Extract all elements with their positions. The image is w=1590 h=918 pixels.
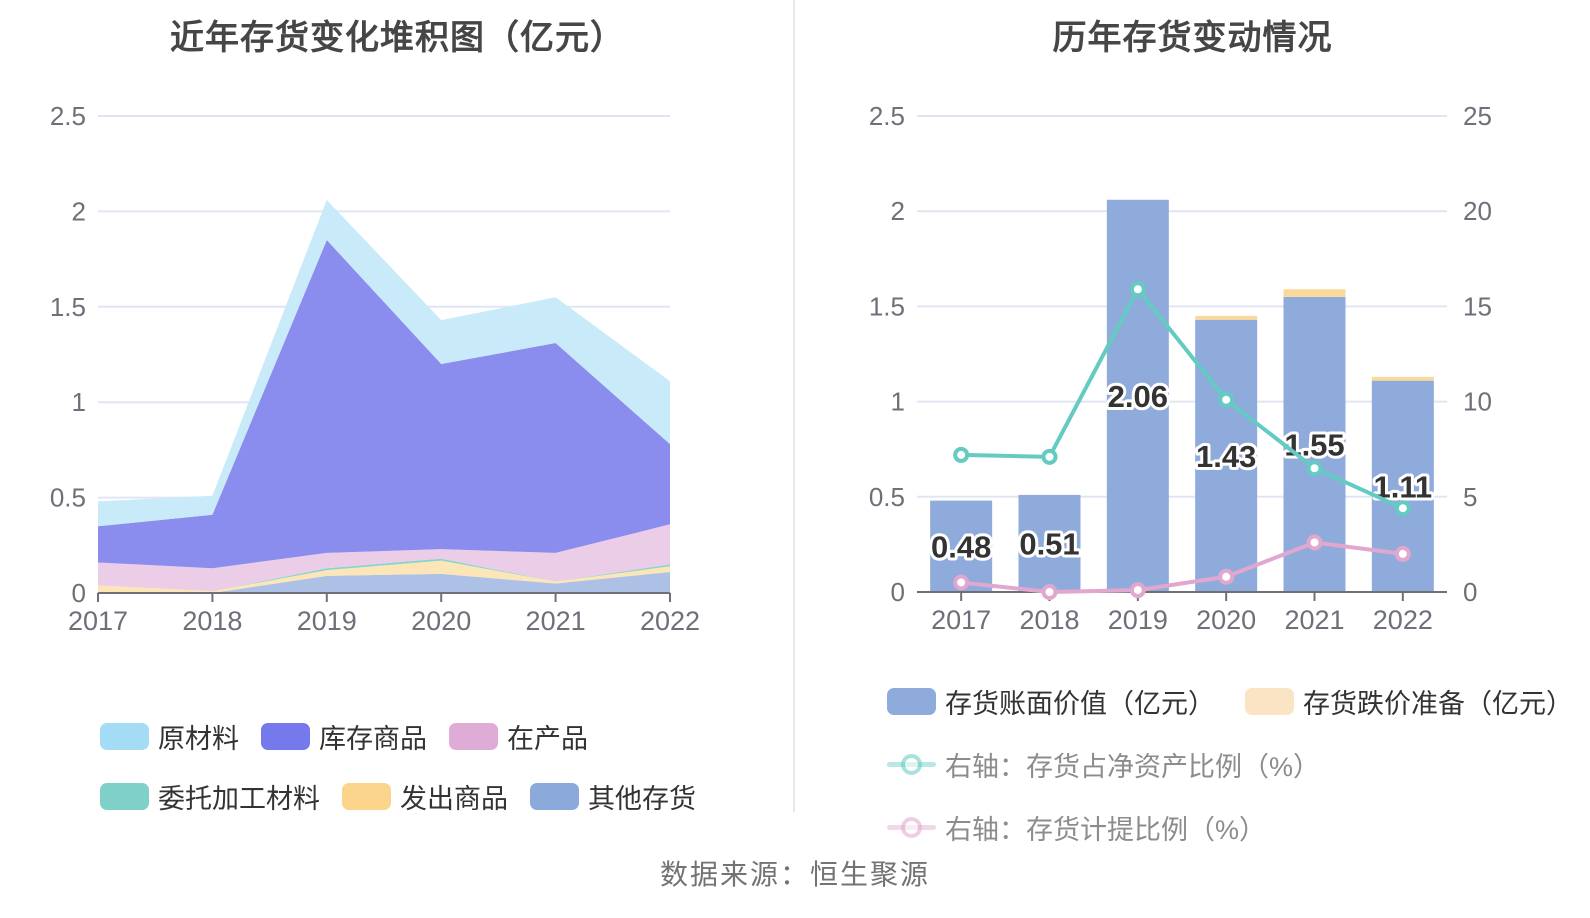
bar-line-chart-panel: 历年存货变动情况 0 0 0.5 5 1 10 1.5 15 2 20 2.5 25 0.48 0.51 2…: [795, 0, 1590, 918]
line-legend-icon: [887, 814, 936, 841]
svg-text:2019: 2019: [297, 606, 357, 636]
legend-label: 存货账面价值（亿元）: [945, 689, 1215, 719]
svg-text:2: 2: [891, 196, 905, 226]
svg-text:2.5: 2.5: [869, 101, 905, 131]
provision-cap-2020: [1195, 315, 1258, 320]
svg-text:0.5: 0.5: [869, 482, 905, 512]
svg-text:1.5: 1.5: [50, 292, 86, 322]
area-库存商品: [98, 240, 670, 569]
legend-label: 委托加工材料: [158, 784, 320, 814]
svg-text:2: 2: [72, 196, 86, 226]
legend-swatch: [261, 723, 310, 750]
svg-text:2.5: 2.5: [50, 101, 86, 131]
provision-cap-2021: [1283, 289, 1346, 297]
area-在产品: [98, 524, 670, 592]
svg-text:25: 25: [1463, 101, 1492, 131]
legend-item-原材料[interactable]: 原材料: [100, 717, 239, 756]
legend-item-委托加工材料[interactable]: 委托加工材料: [100, 777, 320, 816]
provision-cap-2022: [1371, 376, 1434, 381]
bar-2019: [1106, 199, 1169, 592]
svg-text:2022: 2022: [640, 606, 700, 636]
line-右轴：存货计提比例（%）: [959, 540, 1405, 594]
stacked-area-chart-panel: 近年存货变化堆积图（亿元） 0 0.5 1 1.5 2 2.5 2017 2018 2019 20…: [50, 19, 740, 816]
svg-text:10: 10: [1463, 387, 1492, 417]
svg-text:2017: 2017: [68, 606, 128, 636]
left-chart-legend: 原材料 库存商品 在产品委托加工材料 发出商品 其他存货: [100, 717, 740, 816]
legend-swatch: [342, 783, 391, 810]
left-chart-title: 近年存货变化堆积图（亿元）: [170, 19, 625, 57]
legend-label: 在产品: [507, 724, 588, 754]
legend-label: 原材料: [158, 724, 239, 754]
svg-text:1.5: 1.5: [869, 291, 905, 321]
svg-text:1: 1: [72, 387, 86, 417]
area-委托加工材料: [98, 558, 670, 592]
legend-label: 存货跌价准备（亿元）: [1303, 689, 1573, 719]
bar-line-combo-chart: 0 0 0.5 5 1 10 1.5 15 2 20 2.5 25 0.48 0.51 2.06 1.43 1.…: [869, 101, 1492, 635]
legend-label: 右轴：存货占净资产比例（%）: [945, 752, 1321, 782]
legend-swatch: [530, 783, 579, 810]
svg-text:15: 15: [1463, 291, 1492, 321]
svg-text:2018: 2018: [182, 606, 242, 636]
area-原材料: [98, 199, 670, 527]
bar-2020: [1195, 319, 1258, 592]
svg-text:2021: 2021: [526, 606, 586, 636]
stacked-area-chart: 0 0.5 1 1.5 2 2.5 2017 2018 2019 2020 2021 2022: [50, 101, 700, 636]
legend-item-存货跌价准备（亿元）[interactable]: 存货跌价准备（亿元）: [1245, 682, 1573, 721]
svg-text:0: 0: [891, 577, 905, 607]
legend-item-存货账面价值（亿元）[interactable]: 存货账面价值（亿元）: [887, 682, 1215, 721]
right-chart-title: 历年存货变动情况: [1052, 19, 1333, 57]
svg-text:2018: 2018: [1019, 605, 1079, 635]
legend-label: 发出商品: [400, 784, 508, 814]
legend-label: 右轴：存货计提比例（%）: [945, 815, 1267, 845]
legend-item-右轴：存货占净资产比例（%）[interactable]: 右轴：存货占净资产比例（%）: [887, 745, 1320, 784]
svg-text:20: 20: [1463, 196, 1492, 226]
svg-text:2021: 2021: [1284, 605, 1344, 635]
svg-text:0: 0: [72, 578, 86, 608]
svg-text:0.51: 0.51: [1019, 526, 1079, 561]
legend-item-发出商品[interactable]: 发出商品: [342, 777, 508, 816]
legend-item-库存商品[interactable]: 库存商品: [261, 717, 427, 756]
legend-label: 库存商品: [319, 724, 427, 754]
area-发出商品: [98, 560, 670, 593]
area-其他存货: [98, 572, 670, 593]
legend-swatch: [449, 723, 498, 750]
bar-2018: [1018, 494, 1081, 592]
svg-text:5: 5: [1463, 482, 1477, 512]
legend-item-在产品[interactable]: 在产品: [449, 717, 588, 756]
line-legend-icon: [887, 751, 936, 778]
legend-label: 其他存货: [588, 784, 696, 814]
svg-text:2020: 2020: [411, 606, 471, 636]
svg-text:2.06: 2.06: [1108, 379, 1168, 414]
svg-text:0: 0: [1463, 577, 1477, 607]
legend-swatch: [1245, 688, 1294, 715]
svg-text:0.5: 0.5: [50, 483, 86, 513]
svg-text:1.43: 1.43: [1196, 439, 1256, 474]
legend-swatch: [887, 688, 936, 715]
svg-text:0.48: 0.48: [931, 529, 991, 564]
legend-swatch: [100, 783, 149, 810]
svg-text:1: 1: [891, 387, 905, 417]
svg-text:2017: 2017: [931, 605, 991, 635]
legend-swatch: [100, 723, 149, 750]
svg-text:2022: 2022: [1373, 605, 1433, 635]
panel-divider: [793, 0, 795, 812]
legend-item-其他存货[interactable]: 其他存货: [530, 777, 696, 816]
line-右轴：存货占净资产比例（%）: [959, 287, 1405, 511]
svg-text:1.55: 1.55: [1284, 427, 1344, 462]
data-source-label: 数据来源：恒生聚源: [659, 859, 930, 890]
svg-text:2019: 2019: [1108, 605, 1168, 635]
legend-item-右轴：存货计提比例（%）[interactable]: 右轴：存货计提比例（%）: [887, 808, 1266, 847]
right-chart-legend: 存货账面价值（亿元） 存货跌价准备（亿元） 右轴：存货占净资产比例（%） 右轴：存货计…: [887, 682, 1573, 847]
svg-text:2020: 2020: [1196, 605, 1256, 635]
